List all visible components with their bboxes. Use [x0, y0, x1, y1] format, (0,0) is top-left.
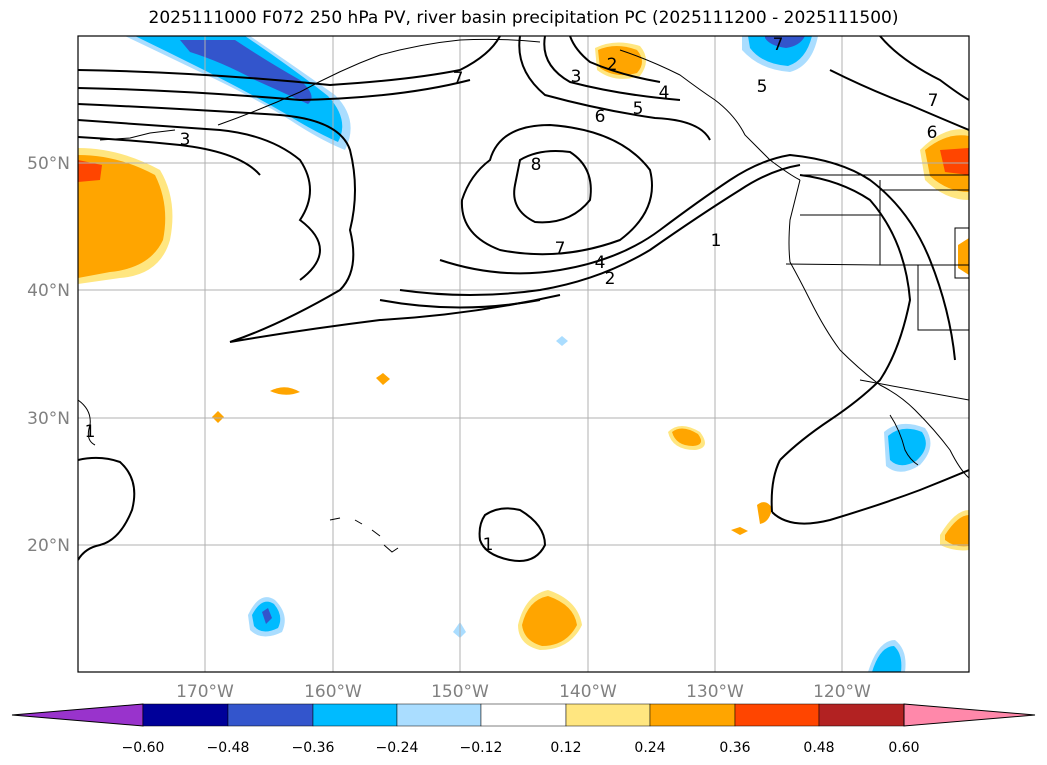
lon-label-150w: 150°W: [431, 682, 489, 702]
map-title: 2025111000 F072 250 hPa PV, river basin …: [148, 8, 899, 28]
colorbar-ticks: −0.60 −0.48 −0.36 −0.24 −0.12 0.12 0.24 …: [122, 740, 920, 756]
lat-label-20: 20°N: [27, 536, 70, 556]
contour-label: 2: [605, 269, 616, 289]
contour-label: 7: [773, 35, 784, 55]
contour-label: 4: [659, 83, 670, 103]
colorbar-tick-label: 0.60: [888, 740, 919, 756]
colorbar: −0.60 −0.48 −0.36 −0.24 −0.12 0.12 0.24 …: [11, 703, 1036, 756]
map-frame: [77, 35, 970, 673]
lon-label-130w: 130°W: [686, 682, 744, 702]
lat-label-30: 30°N: [27, 409, 70, 429]
contour-label: 4: [595, 253, 606, 273]
colorbar-tick-label: 0.36: [719, 740, 750, 756]
gridlines: [78, 36, 969, 672]
lat-label-40: 40°N: [27, 281, 70, 301]
contour-label: 8: [531, 155, 542, 175]
colorbar-segment: [649, 703, 736, 727]
colorbar-segment: [818, 703, 905, 727]
colorbar-segment: [480, 703, 567, 727]
colorbar-tick-label: 0.48: [803, 740, 834, 756]
contour-label: 6: [927, 123, 938, 143]
contour-label: 7: [453, 69, 464, 89]
lon-label-170w: 170°W: [176, 682, 234, 702]
contour-label: 5: [757, 77, 768, 97]
longitude-labels: 170°W 160°W 150°W 140°W 130°W 120°W: [176, 682, 871, 702]
colorbar-tick-label: −0.60: [122, 740, 165, 756]
contour-label: 3: [180, 130, 191, 150]
lon-label-160w: 160°W: [304, 682, 362, 702]
contour-labels: 3 3 2 7 7 5 6 5 6 7 8 7 4 2 1 1 1 4: [85, 35, 939, 555]
colorbar-max-extend: [903, 703, 1036, 727]
contour-label: 7: [555, 239, 566, 259]
colorbar-segment: [312, 703, 398, 727]
lon-label-140w: 140°W: [559, 682, 617, 702]
colorbar-segment: [565, 703, 651, 727]
coastlines: [78, 38, 969, 553]
colorbar-segment: [734, 703, 820, 727]
contour-label: 5: [633, 99, 644, 119]
latitude-labels: 50°N 40°N 30°N 20°N: [27, 154, 70, 556]
contour-label: 1: [483, 535, 494, 555]
colorbar-tick-label: −0.12: [460, 740, 503, 756]
colorbar-segment: [142, 703, 229, 727]
pv-contours: [78, 36, 969, 562]
contour-label: 3: [571, 67, 582, 87]
lon-label-120w: 120°W: [813, 682, 871, 702]
precip-fills: [78, 36, 969, 672]
colorbar-segment: [396, 703, 482, 727]
contour-label: 2: [607, 55, 618, 75]
colorbar-tick-label: 0.24: [634, 740, 665, 756]
contour-label: 1: [85, 422, 96, 442]
lat-label-50: 50°N: [27, 154, 70, 174]
contour-label: 7: [928, 91, 939, 111]
map-background: [78, 36, 969, 672]
colorbar-segment: [227, 703, 314, 727]
colorbar-tick-label: 0.12: [550, 740, 581, 756]
map-content: 3 3 2 7 7 5 6 5 6 7 8 7 4 2 1 1 1 4: [78, 35, 969, 672]
colorbar-tick-label: −0.48: [207, 740, 250, 756]
colorbar-tick-label: −0.24: [376, 740, 419, 756]
contour-label: 6: [595, 107, 606, 127]
colorbar-min-extend: [11, 703, 144, 727]
contour-label: 1: [711, 231, 722, 251]
colorbar-tick-label: −0.36: [292, 740, 335, 756]
